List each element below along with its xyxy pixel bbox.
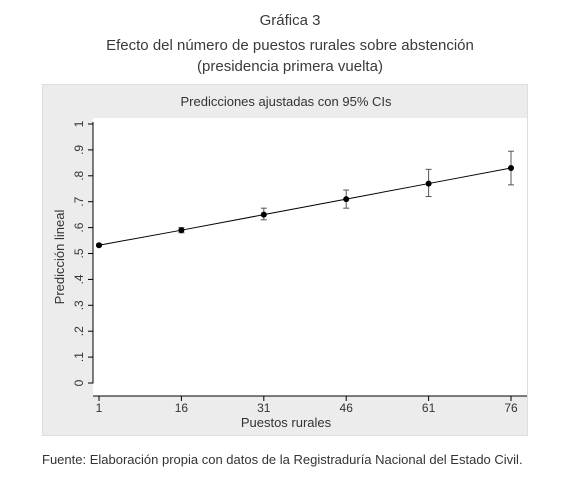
y-tick-label: .5 — [72, 248, 86, 258]
data-point — [508, 165, 514, 172]
chart-svg: Predicciones ajustadas con 95% CIs 0 .1 .2… — [52, 94, 527, 430]
figure-subtitle: (presidencia primera vuelta) — [197, 58, 383, 75]
axes: 0 .1 .2 .3 .4 .5 .6 .7 .8 .9 1 1 16 31 46 61 76 — [72, 120, 527, 415]
data-point — [343, 196, 350, 203]
y-tick-label: .2 — [72, 326, 86, 336]
y-tick-label: .7 — [72, 196, 86, 206]
x-axis-label: Puestos rurales — [241, 415, 332, 430]
y-tick-label: 1 — [72, 120, 86, 127]
source-note: Fuente: Elaboración propia con datos de … — [42, 452, 523, 467]
chart-panel: Predicciones ajustadas con 95% CIs 0 .1 .2… — [42, 84, 528, 436]
figure-number: Gráfica 3 — [259, 12, 321, 29]
data-marks — [96, 150, 514, 249]
x-tick-label: 1 — [96, 401, 103, 415]
data-point — [178, 227, 185, 234]
chart-title: Predicciones ajustadas con 95% CIs — [180, 94, 392, 109]
y-tick-label: .3 — [72, 300, 86, 310]
x-tick-label: 76 — [504, 401, 518, 415]
y-axis-label: Predicción lineal — [52, 210, 67, 305]
data-point — [96, 242, 102, 249]
x-tick-label: 46 — [340, 401, 354, 415]
x-tick-label: 31 — [257, 401, 271, 415]
y-tick-label: .9 — [72, 145, 86, 155]
y-tick-label: .6 — [72, 222, 86, 232]
data-point — [425, 180, 432, 187]
y-tick-label: .8 — [72, 170, 86, 180]
plot-area — [93, 118, 527, 396]
y-tick-label: .4 — [72, 274, 86, 284]
x-tick-label: 61 — [422, 401, 436, 415]
y-tick-label: .1 — [72, 352, 86, 362]
data-point — [260, 211, 267, 218]
figure-title: Efecto del número de puestos rurales sob… — [106, 37, 474, 54]
x-tick-label: 16 — [175, 401, 189, 415]
series-line — [98, 167, 512, 246]
y-tick-label: 0 — [72, 379, 86, 386]
